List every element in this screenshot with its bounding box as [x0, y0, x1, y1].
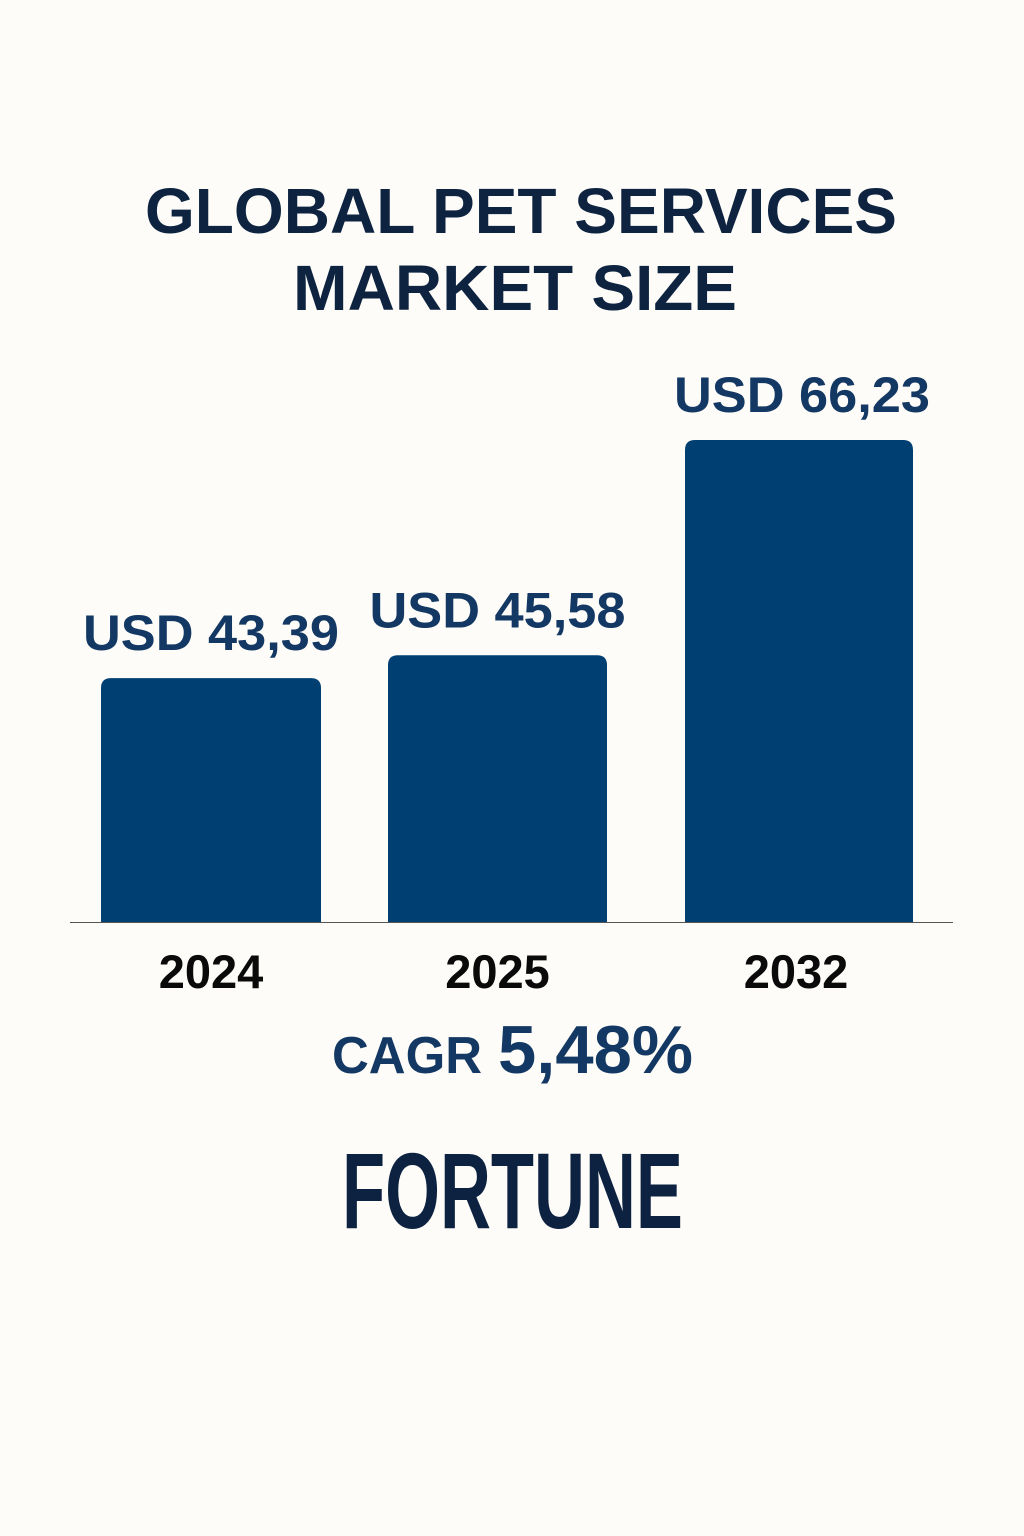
x-tick-label-2025: 2025: [445, 945, 550, 998]
bar-2024: [101, 678, 321, 922]
cagr-label: CAGR: [332, 1027, 482, 1085]
chart-title-line-1: GLOBAL PET SERVICES: [145, 175, 897, 247]
x-tick-label-2032: 2032: [744, 945, 849, 998]
x-tick-label-2024: 2024: [159, 945, 264, 998]
bar-2025: [388, 655, 607, 922]
bar-2032: [685, 440, 913, 922]
cagr-value: 5,48%: [498, 1012, 693, 1088]
fortune-logo: FORTUNE: [342, 1130, 683, 1251]
chart-title-line-2: MARKET SIZE: [293, 252, 737, 324]
data-label-2025: USD 45,58: [370, 582, 626, 638]
data-label-2032: USD 66,23: [674, 367, 930, 423]
data-label-2024: USD 43,39: [83, 605, 339, 661]
